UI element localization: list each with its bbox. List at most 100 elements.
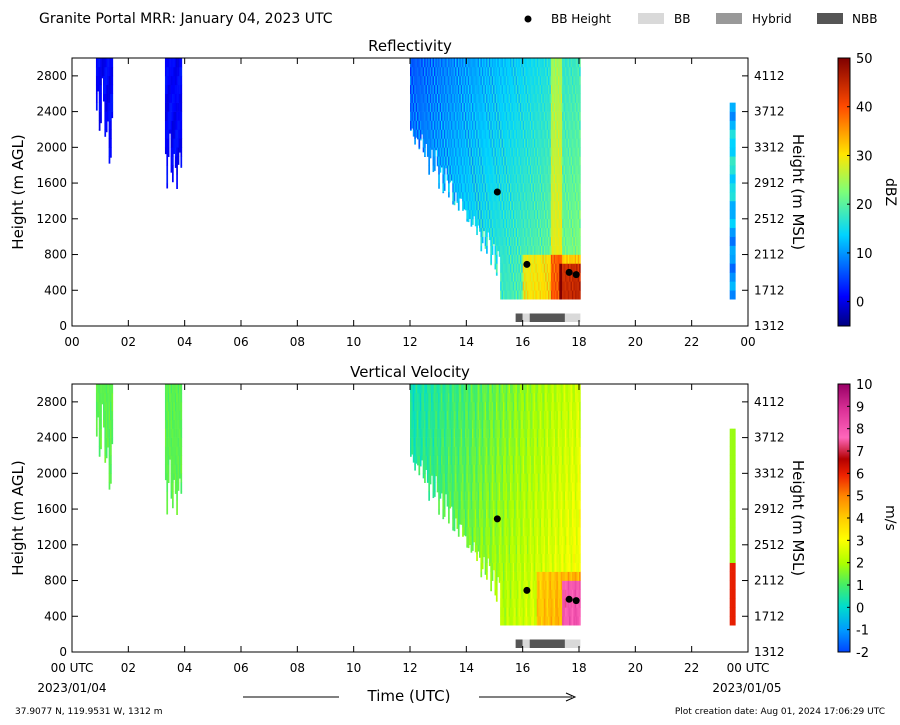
- heatmap-cell: [171, 437, 174, 447]
- heatmap-cell: [417, 410, 419, 421]
- heatmap-cell: [542, 66, 545, 77]
- heatmap-cell: [501, 491, 504, 501]
- heatmap-cell: [567, 93, 570, 103]
- heatmap-cell: [435, 129, 438, 139]
- heatmap-cell: [171, 165, 174, 175]
- heatmap-cell: [512, 500, 515, 510]
- heatmap-cell: [110, 437, 112, 447]
- heatmap-cell: [484, 183, 487, 193]
- heatmap-cell: [556, 102, 559, 112]
- heatmap-cell: [167, 102, 170, 112]
- heatmap-cell: [431, 58, 433, 68]
- heatmap-cell: [477, 218, 480, 226]
- heatmap-cell: [481, 75, 484, 86]
- heatmap-cell: [456, 401, 459, 412]
- heatmap-cell: [167, 437, 170, 447]
- heatmap-cell: [438, 464, 440, 474]
- heatmap-cell: [483, 526, 485, 537]
- heatmap-cell: [470, 482, 473, 492]
- heatmap-cell: [500, 227, 502, 237]
- heatmap-cell: [531, 419, 533, 429]
- heatmap-cell: [521, 129, 523, 139]
- heatmap-cell: [488, 419, 491, 429]
- heatmap-cell: [174, 58, 177, 68]
- heatmap-cell: [531, 147, 533, 157]
- heatmap-cell: [522, 428, 525, 438]
- heatmap-cell: [535, 218, 538, 229]
- heatmap-cell: [462, 500, 464, 510]
- heatmap-cell: [543, 75, 546, 86]
- heatmap-cell: [170, 428, 173, 438]
- heatmap-cell: [577, 218, 580, 229]
- heatmap-cell: [517, 500, 519, 510]
- heatmap-cell: [543, 290, 546, 300]
- heatmap-cell: [573, 75, 576, 86]
- heatmap-cell: [494, 428, 497, 438]
- heatmap-cell: [467, 464, 470, 474]
- heatmap-cell: [509, 227, 512, 237]
- heatmap-cell: [553, 272, 556, 282]
- heatmap-cell: [422, 410, 425, 421]
- heatmap-cell: [446, 392, 449, 403]
- heatmap-cell: [522, 518, 525, 528]
- heatmap-cell: [521, 147, 523, 157]
- heatmap-cell: [528, 491, 531, 501]
- heatmap-cell: [552, 93, 554, 103]
- heatmap-cell: [577, 263, 580, 273]
- heatmap-cell: [522, 392, 525, 403]
- x-tick-label: 12: [402, 335, 417, 349]
- heatmap-cell: [524, 75, 526, 86]
- heatmap-cell: [456, 156, 459, 166]
- heatmap-cell: [490, 183, 492, 193]
- heatmap-cell: [567, 263, 570, 273]
- heatmap-cell: [456, 75, 459, 86]
- heatmap-cell: [459, 446, 461, 456]
- heatmap-cell: [497, 147, 500, 157]
- heatmap-cell: [414, 428, 416, 438]
- heatmap-cell: [546, 209, 549, 220]
- heatmap-cell: [570, 120, 573, 130]
- heatmap-cell: [521, 84, 523, 95]
- heatmap-cell: [469, 419, 471, 429]
- heatmap-cell: [431, 464, 433, 474]
- heatmap-cell: [488, 392, 491, 403]
- heatmap-cell: [445, 84, 447, 95]
- heatmap-cell: [167, 392, 170, 403]
- heatmap-cell: [480, 526, 483, 537]
- heatmap-cell: [104, 58, 107, 68]
- heatmap-cell: [487, 138, 490, 148]
- heatmap-cell: [564, 227, 567, 237]
- heatmap-cell: [463, 509, 466, 519]
- heatmap-cell: [495, 392, 498, 403]
- heatmap-cell: [466, 209, 469, 220]
- heatmap-cell: [522, 473, 525, 483]
- heatmap-cell: [495, 209, 498, 220]
- heatmap-cell: [479, 200, 481, 211]
- heatmap-cell: [429, 129, 432, 139]
- heatmap-cell: [101, 384, 104, 394]
- heatmap-cell: [457, 509, 460, 519]
- heatmap-cell: [573, 245, 576, 255]
- heatmap-cell: [490, 526, 492, 537]
- heatmap-cell: [508, 509, 511, 519]
- heatmap-cell: [460, 500, 463, 510]
- heatmap-cell: [515, 598, 518, 608]
- heatmap-cell: [110, 464, 112, 474]
- heatmap-cell: [464, 200, 467, 211]
- heatmap-cell: [174, 428, 177, 438]
- heatmap-cell: [514, 616, 516, 626]
- heatmap-cell: [566, 183, 569, 193]
- heatmap-cell: [564, 272, 567, 282]
- heatmap-cell: [487, 156, 490, 166]
- heatmap-cell: [488, 236, 491, 241]
- heatmap-cell: [415, 392, 418, 403]
- heatmap-cell: [538, 75, 540, 86]
- heatmap-cell: [471, 473, 474, 483]
- heatmap-cell: [509, 571, 512, 581]
- velocity-plot-area: [95, 384, 736, 648]
- heatmap-cell: [536, 200, 539, 211]
- heatmap-cell: [529, 192, 532, 202]
- heatmap-cell: [511, 491, 514, 501]
- heatmap-cell: [533, 147, 536, 157]
- heatmap-cell: [479, 58, 481, 68]
